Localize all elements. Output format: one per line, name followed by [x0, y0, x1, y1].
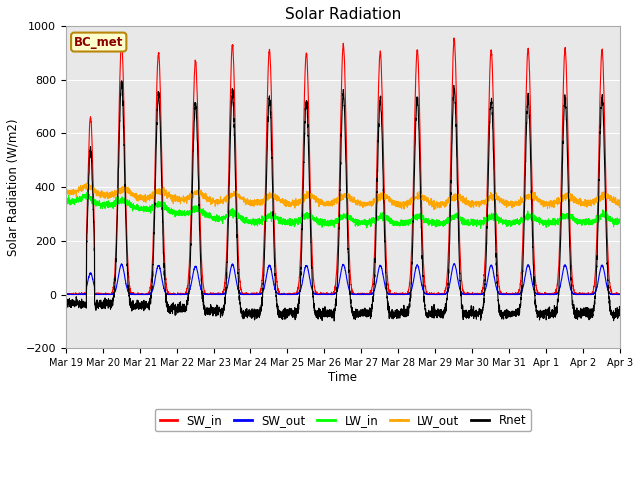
LW_out: [83, 180, 90, 186]
LW_in: [161, 202, 169, 207]
SW_in: [499, 291, 506, 297]
Rnet: [616, 303, 623, 309]
X-axis label: Time: Time: [328, 371, 357, 384]
Legend: SW_in, SW_out, LW_in, LW_out, Rnet: SW_in, SW_out, LW_in, LW_out, Rnet: [155, 409, 531, 432]
Line: SW_in: SW_in: [66, 38, 620, 295]
SW_in: [436, 291, 444, 297]
LW_out: [616, 205, 623, 211]
Rnet: [616, 310, 624, 316]
SW_in: [616, 292, 623, 298]
Rnet: [323, 312, 330, 317]
LW_out: [436, 202, 444, 207]
Line: SW_out: SW_out: [66, 264, 620, 295]
Title: Solar Radiation: Solar Radiation: [285, 7, 401, 22]
LW_in: [84, 190, 92, 196]
LW_in: [467, 218, 475, 224]
LW_in: [499, 218, 506, 224]
LW_in: [616, 217, 623, 223]
SW_in: [323, 292, 330, 298]
Rnet: [499, 310, 506, 315]
Line: LW_in: LW_in: [66, 193, 620, 228]
SW_out: [161, 289, 169, 295]
Rnet: [436, 309, 444, 315]
Rnet: [62, 302, 70, 308]
SW_out: [616, 292, 624, 298]
Rnet: [467, 303, 475, 309]
LW_in: [436, 222, 444, 228]
LW_out: [323, 202, 330, 207]
LW_in: [62, 198, 70, 204]
LW_out: [616, 196, 624, 202]
SW_out: [450, 261, 458, 266]
Y-axis label: Solar Radiation (W/m2): Solar Radiation (W/m2): [7, 119, 20, 256]
Line: LW_out: LW_out: [66, 183, 620, 210]
LW_out: [62, 188, 70, 193]
SW_out: [323, 291, 330, 297]
LW_out: [467, 204, 475, 210]
SW_in: [467, 291, 475, 297]
LW_in: [616, 216, 624, 221]
SW_in: [450, 35, 458, 41]
Rnet: [118, 78, 125, 84]
Rnet: [330, 318, 338, 324]
LW_out: [499, 200, 506, 206]
SW_out: [467, 292, 475, 298]
Line: Rnet: Rnet: [66, 81, 620, 321]
LW_in: [323, 221, 330, 227]
SW_out: [62, 291, 70, 297]
SW_out: [62, 292, 70, 298]
Rnet: [161, 287, 169, 293]
LW_out: [161, 190, 169, 195]
LW_out: [430, 207, 438, 213]
SW_out: [616, 292, 623, 298]
SW_in: [616, 291, 624, 297]
LW_in: [477, 226, 484, 231]
SW_in: [62, 292, 70, 298]
SW_out: [436, 291, 444, 297]
SW_in: [161, 273, 169, 278]
SW_out: [499, 291, 506, 297]
Text: BC_met: BC_met: [74, 36, 124, 48]
